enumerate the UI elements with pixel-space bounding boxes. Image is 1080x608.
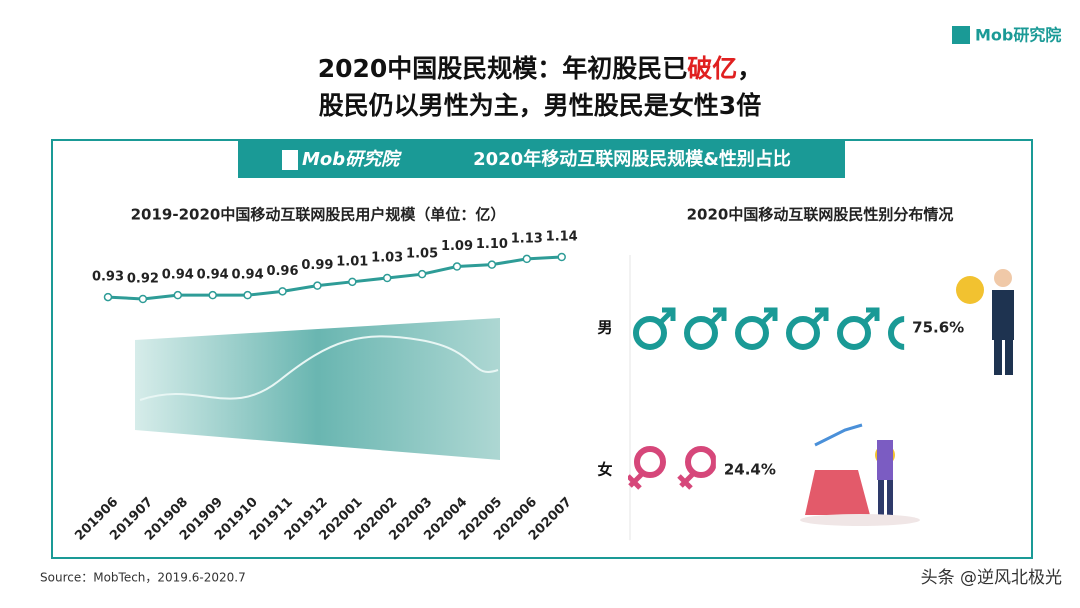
title-line-2: 股民仍以男性为主，男性股民是女性3倍: [319, 91, 761, 120]
point: [278, 287, 287, 296]
point: [208, 290, 217, 300]
male-arrow: [658, 307, 676, 325]
value-label: 1.14: [546, 230, 578, 245]
point: [348, 277, 357, 287]
frame: [51, 139, 1033, 559]
point: [382, 273, 392, 283]
male-icon: [735, 316, 769, 350]
title-line-1: 2020中国股民规模：年初股民已破亿，: [318, 54, 763, 83]
value-label: 0.94: [162, 268, 194, 283]
point: [313, 281, 322, 290]
point: [557, 252, 566, 262]
point: [103, 292, 113, 302]
banner-logo-icon: [282, 150, 298, 170]
watermark: 头条 @逆风北极光: [921, 568, 1062, 588]
value-label: 1.03: [371, 251, 403, 266]
value-label: 0.92: [127, 272, 159, 287]
point: [452, 262, 462, 271]
female-icon: [634, 446, 666, 478]
female-icon: [685, 446, 716, 478]
value-label: 1.10: [476, 237, 508, 252]
stock-image: [135, 318, 500, 460]
value-label: 0.99: [301, 258, 333, 273]
stock-curve: [139, 335, 499, 401]
value-label: 1.13: [511, 231, 543, 246]
value-label: 1.05: [406, 247, 438, 262]
value-label: 0.93: [92, 270, 124, 285]
line: [107, 255, 562, 301]
logo-icon: [952, 26, 970, 44]
male-arrow: [760, 307, 778, 325]
value-label: 1.09: [441, 239, 473, 254]
businessman-illustration: [956, 269, 1014, 375]
chart-title: 2020中国移动互联网股民性别分布情况: [687, 206, 954, 224]
money-illustration: [800, 423, 920, 526]
banner: [238, 141, 845, 178]
title-part: ，: [737, 54, 762, 83]
female-cross: [628, 472, 644, 490]
banner-logo: Mob研究院: [302, 149, 402, 170]
point: [522, 254, 532, 264]
category-label: 女: [597, 461, 612, 479]
male-icon: [633, 316, 667, 350]
point: [487, 260, 497, 269]
banner-title: 2020年移动互联网股民规模&性别占比: [473, 148, 791, 170]
logo-text: Mob研究院: [975, 26, 1061, 45]
title-part: 2020中国股民规模：年初股民已: [318, 54, 688, 83]
male-icon: [837, 316, 871, 350]
icon-row: [633, 307, 905, 350]
point: [138, 294, 148, 304]
chart-title: 2019-2020中国移动互联网股民用户规模（单位：亿）: [131, 206, 506, 224]
value-label: 24.4%: [724, 461, 776, 479]
value-label: 0.94: [197, 268, 229, 283]
male-icon: [684, 316, 718, 350]
source: Source：MobTech，2019.6-2020.7: [40, 571, 246, 585]
icon-row: [628, 446, 716, 490]
value-label: 75.6%: [912, 319, 964, 337]
point: [417, 269, 427, 279]
male-arrow: [862, 307, 880, 325]
category-label: 男: [597, 319, 612, 337]
value-label: 1.01: [336, 254, 368, 269]
point: [243, 290, 252, 300]
male-icon: [888, 316, 905, 350]
female-cross: [677, 472, 695, 490]
male-arrow: [811, 307, 829, 325]
title-highlight: 破亿: [687, 54, 737, 83]
value-label: 0.94: [232, 268, 264, 283]
male-icon: [786, 316, 820, 350]
male-arrow: [709, 307, 727, 325]
point: [173, 290, 183, 300]
value-label: 0.96: [266, 264, 298, 279]
